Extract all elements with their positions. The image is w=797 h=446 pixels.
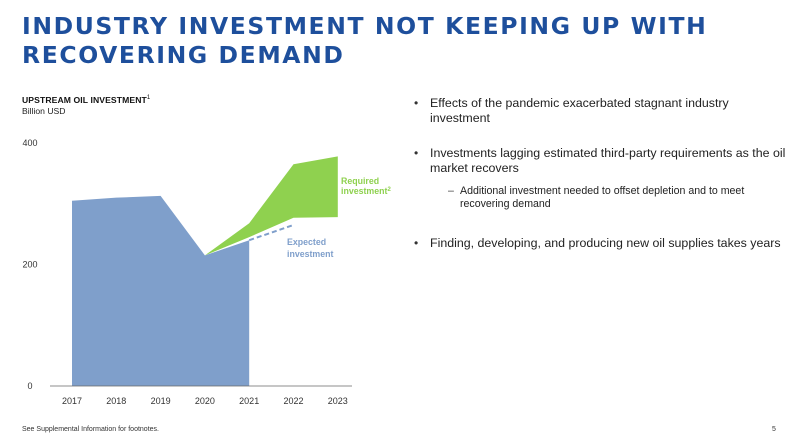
x-tick-label: 2023 <box>328 396 348 406</box>
x-tick-label: 2018 <box>106 396 126 406</box>
chart-title-footnote: 1 <box>146 95 151 102</box>
page-title: INDUSTRY INVESTMENT NOT KEEPING UP WITH … <box>22 12 708 69</box>
x-tick-label: 2022 <box>283 396 303 406</box>
annotation-expected-line2: investment <box>287 249 334 259</box>
x-tick-label: 2017 <box>62 396 82 406</box>
sub-bullet-text: Additional investment needed to offset d… <box>460 185 745 210</box>
bullet-item: Effects of the pandemic exacerbated stag… <box>402 96 787 126</box>
bullet-text: Effects of the pandemic exacerbated stag… <box>430 96 729 125</box>
y-tick-label: 400 <box>22 138 37 148</box>
sub-bullet-list: Additional investment needed to offset d… <box>430 185 787 211</box>
sub-bullet-item: Additional investment needed to offset d… <box>430 185 787 211</box>
annotation-expected-line1: Expected <box>287 237 326 247</box>
page-number: 5 <box>772 426 776 433</box>
chart-title: UPSTREAM OIL INVESTMENT1 <box>22 95 150 105</box>
series-area-investment <box>72 195 250 386</box>
annotation-required-footnote: 2 <box>387 187 391 193</box>
footnote-text: See Supplemental Information for footnot… <box>22 426 159 433</box>
annotation-required-line1: Required <box>341 176 379 186</box>
x-tick-label: 2020 <box>195 396 215 406</box>
bullet-item: Investments lagging estimated third-part… <box>402 146 787 211</box>
y-tick-label: 200 <box>22 260 37 270</box>
annotation-required-line2: investment2 <box>341 186 391 196</box>
series-band-required-investment <box>204 156 338 256</box>
bullet-item: Finding, developing, and producing new o… <box>402 236 787 251</box>
x-tick-label: 2019 <box>151 396 171 406</box>
chart-unit-label: Billion USD <box>22 106 66 116</box>
y-tick-label: 0 <box>27 381 32 391</box>
bullet-text: Finding, developing, and producing new o… <box>430 236 781 250</box>
investment-chart: 0 200 400 2017 2018 2019 2020 2021 2022 2023 Requi… <box>22 138 391 406</box>
bullet-list: Effects of the pandemic exacerbated stag… <box>402 96 787 251</box>
chart-title-text: UPSTREAM OIL INVESTMENT <box>22 95 147 105</box>
bullet-text: Investments lagging estimated third-part… <box>430 146 786 175</box>
x-tick-label: 2021 <box>239 396 259 406</box>
